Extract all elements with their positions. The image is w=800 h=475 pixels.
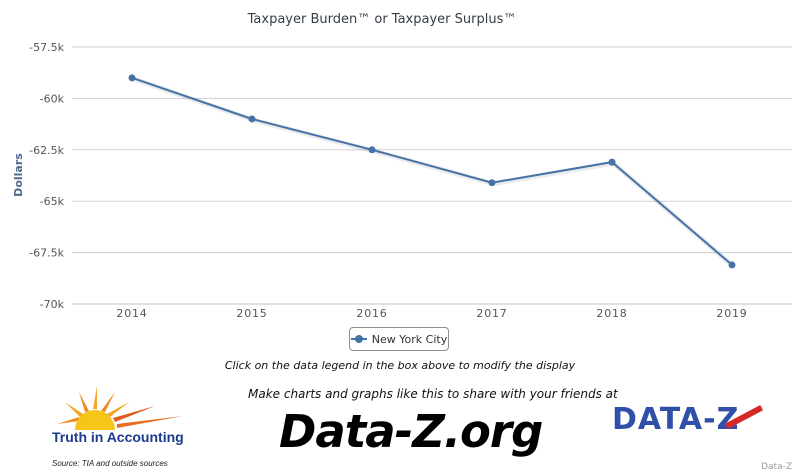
- data-point-2016[interactable]: [368, 146, 376, 154]
- x-tick-label: 2014: [116, 307, 147, 320]
- legend-item-new-york-city[interactable]: New York City: [349, 327, 449, 351]
- y-tick-label: -57.5k: [29, 41, 64, 54]
- series-new-york-city[interactable]: [128, 74, 736, 269]
- data-point-2015[interactable]: [248, 115, 256, 123]
- y-tick-label: -60k: [40, 92, 65, 105]
- x-axis-ticks: 2014 2015 2016 2017 2018 2019: [72, 303, 792, 320]
- x-tick-label: 2016: [356, 307, 387, 320]
- data-point-2017[interactable]: [488, 179, 496, 187]
- x-tick-label: 2019: [716, 307, 747, 320]
- source-note: Source: TIA and outside sources: [52, 459, 168, 468]
- data-z-url[interactable]: Data-Z.org: [279, 405, 543, 458]
- y-axis-ticks: -57.5k -60k -62.5k -65k -67.5k -70k: [29, 41, 64, 311]
- x-tick-label: 2018: [596, 307, 627, 320]
- x-tick-label: 2017: [476, 307, 507, 320]
- chart-title: Taxpayer Burden™ or Taxpayer Surplus™: [247, 12, 517, 27]
- y-tick-label: -65k: [40, 195, 65, 208]
- y-tick-label: -70k: [40, 298, 65, 311]
- instruction-text: Click on the data legend in the box abov…: [224, 359, 576, 372]
- series-line-shadow: [132, 76, 735, 268]
- legend-label: New York City: [371, 332, 448, 346]
- x-tick-label: 2015: [236, 307, 267, 320]
- y-tick-label: -62.5k: [29, 144, 64, 157]
- y-axis-label: Dollars: [12, 153, 25, 197]
- data-z-logo-text: DATA-Z: [612, 402, 739, 435]
- tia-logo-text: Truth in Accounting: [52, 429, 184, 445]
- legend-marker-icon: [350, 334, 367, 344]
- y-tick-label: -67.5k: [29, 247, 64, 260]
- data-point-2018[interactable]: [608, 158, 616, 166]
- series-line[interactable]: [131, 76, 733, 266]
- promo-text: Make charts and graphs like this to shar…: [248, 387, 618, 401]
- chart-credit: Data-Z: [761, 462, 792, 472]
- sunburst-logo-icon: [57, 386, 183, 430]
- chart: Taxpayer Burden™ or Taxpayer Surplus™ Do…: [12, 12, 792, 320]
- gridlines: [72, 46, 792, 305]
- data-z-logo-icon: DATA-Z: [612, 402, 764, 435]
- data-point-2019[interactable]: [728, 261, 736, 269]
- data-point-2014[interactable]: [128, 74, 136, 82]
